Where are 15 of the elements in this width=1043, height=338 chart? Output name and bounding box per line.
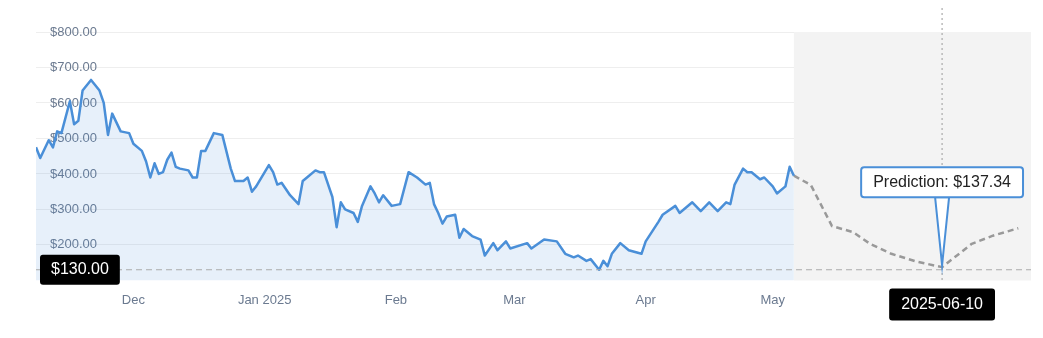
x-tick-label: Jan 2025 — [237, 291, 292, 307]
x-tick-label: May — [760, 291, 786, 307]
x-tick-label: Mar — [503, 291, 527, 307]
y-tick-label: $700.00 — [50, 59, 97, 75]
x-tick-label: Feb — [384, 291, 408, 307]
x-tick-label: Dec — [121, 291, 146, 307]
annotation: Prediction: $137.34 — [873, 172, 1012, 190]
y-tick-label: $300.00 — [50, 201, 97, 217]
ref-line-label: 2025-06-10 — [901, 294, 984, 312]
x-tick-label: Apr — [635, 291, 657, 307]
y-tick-label: $400.00 — [50, 165, 97, 181]
line-series — [792, 174, 1020, 269]
y-tick-label: $200.00 — [50, 236, 97, 252]
ref-line-label: $130.00 — [51, 260, 109, 278]
y-tick-label: $800.00 — [50, 23, 97, 39]
